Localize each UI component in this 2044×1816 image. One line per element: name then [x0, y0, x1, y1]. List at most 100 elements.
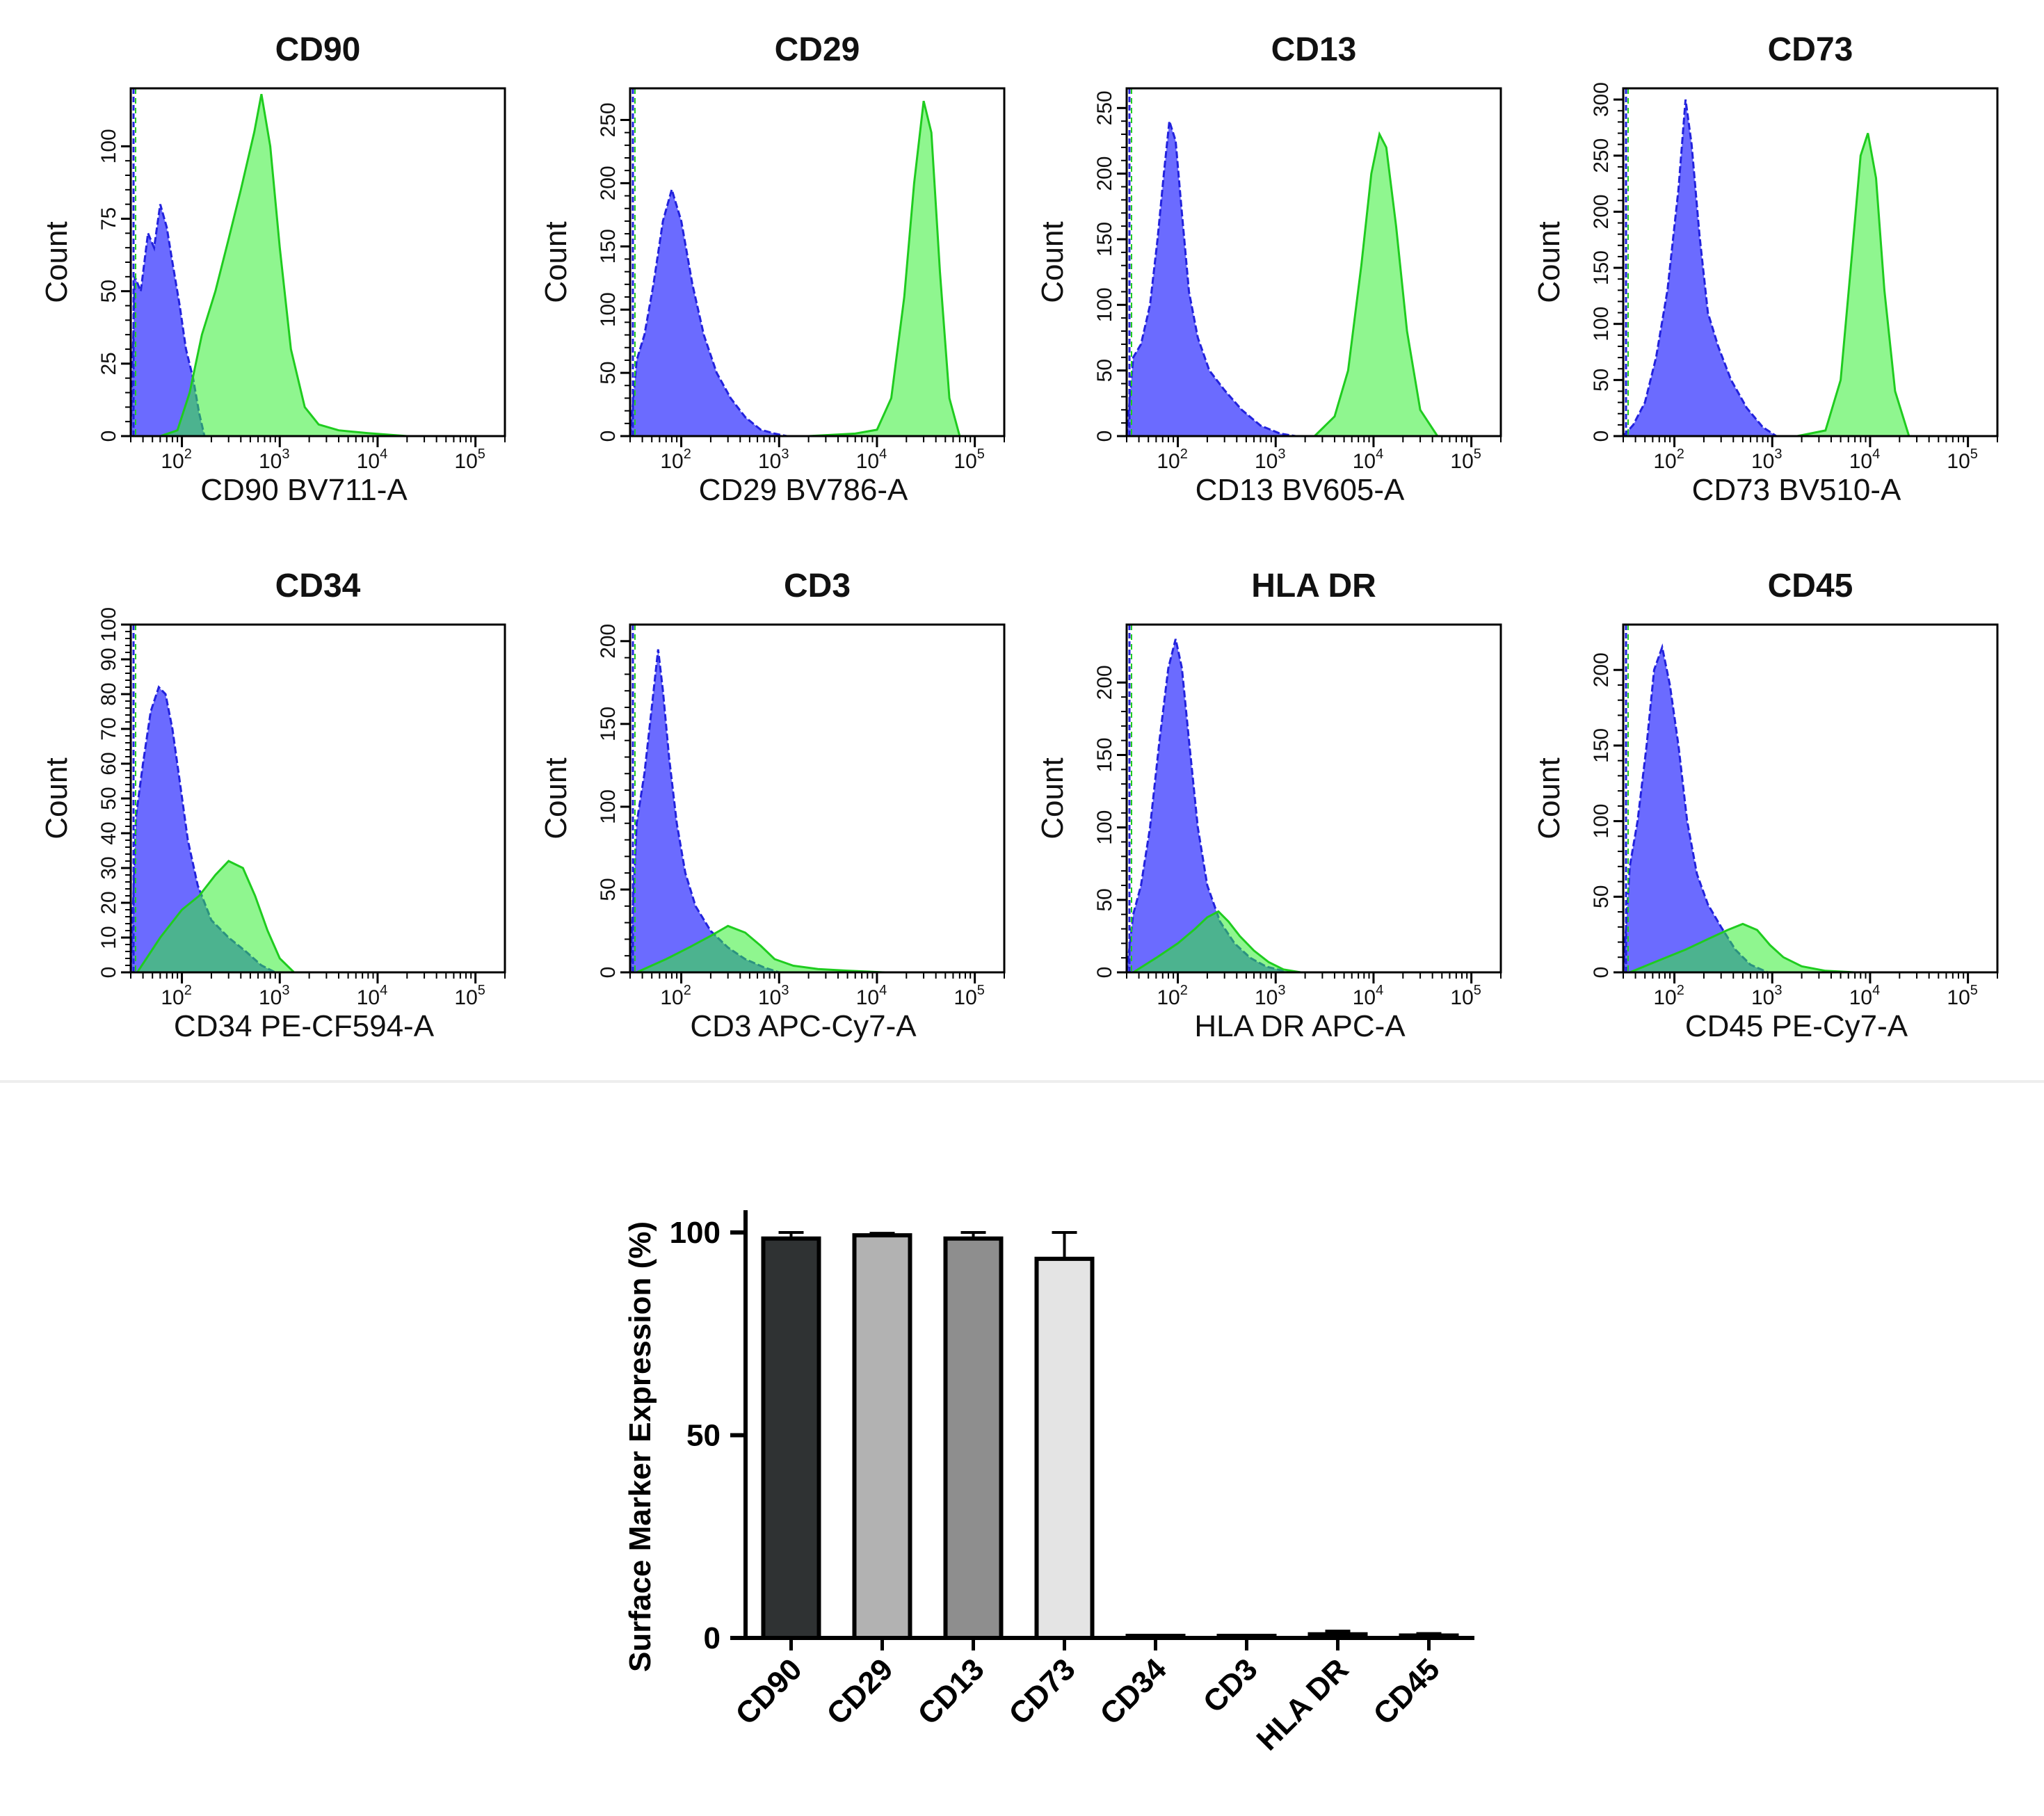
y-tick-label-cd34-10: 10: [97, 926, 120, 949]
y-tick-label-cd3-100: 100: [597, 789, 620, 824]
y-axis-label-cd45: Count: [1532, 757, 1566, 839]
y-tick-label-cd45-0: 0: [1590, 967, 1613, 979]
x-tick-label-cd73-100000: 105: [1947, 447, 1978, 473]
x-tick-label-cd13-1000: 103: [1255, 447, 1286, 473]
x-tick-label-cd34-10000: 104: [357, 983, 388, 1009]
y-tick-label-cd34-70: 70: [97, 717, 120, 740]
x-tick-label-hla-dr-10000: 104: [1353, 983, 1384, 1009]
bar-hla-dr: [1307, 1632, 1368, 1640]
y-tick-label-cd29-200: 200: [597, 166, 620, 200]
y-tick-label-cd45-100: 100: [1590, 804, 1613, 839]
y-tick-label-hla-dr-0: 0: [1093, 967, 1116, 979]
bar-y-tick-label-0: 0: [704, 1621, 721, 1655]
x-axis-label-cd73: CD73 BV510-A: [1692, 473, 1901, 507]
bar-x-tick-label-cd73: CD73: [1002, 1652, 1081, 1731]
y-tick-label-cd34-80: 80: [97, 682, 120, 705]
plot-frame-cd3: [629, 623, 1006, 974]
x-tick-exp-cd13: 2: [1180, 447, 1188, 462]
y-tick-label-cd29-0: 0: [597, 431, 620, 442]
x-axis-label-hla-dr: HLA DR APC-A: [1194, 1009, 1406, 1043]
y-tick-label-cd90-0: 0: [97, 431, 120, 442]
y-tick-label-cd90-75: 75: [97, 207, 120, 230]
x-tick-exp-cd3: 4: [879, 983, 887, 998]
x-tick-exp-cd29: 5: [977, 447, 985, 462]
x-tick-label-cd45-10000: 104: [1849, 983, 1881, 1009]
y-tick-label-hla-dr-50: 50: [1093, 888, 1116, 911]
x-tick-exp-cd90: 3: [282, 447, 289, 462]
x-tick-label-cd73-10000: 104: [1849, 447, 1881, 473]
bar-y-tick-label-100: 100: [670, 1216, 721, 1250]
y-tick-label-cd73-50: 50: [1590, 369, 1613, 392]
x-tick-exp-hla-dr: 4: [1376, 983, 1383, 998]
bar-cd45: [1399, 1633, 1459, 1640]
x-tick-label-cd13-100000: 105: [1450, 447, 1481, 473]
histogram-cd29: CD29 0 50 100 150 200 250 102 103 104 105 CD29 BV78…: [539, 31, 1006, 507]
y-tick-label-cd13-150: 150: [1093, 222, 1116, 257]
y-tick-label-cd45-150: 150: [1590, 728, 1613, 763]
x-tick-exp-cd3: 5: [977, 983, 985, 998]
y-tick-label-cd73-100: 100: [1590, 307, 1613, 341]
y-tick-label-cd90-50: 50: [97, 280, 120, 303]
bar-x-tick-label-cd45: CD45: [1367, 1652, 1446, 1731]
y-tick-label-cd13-50: 50: [1093, 359, 1116, 382]
x-tick-label-cd90-100: 102: [161, 447, 192, 473]
y-tick-label-cd45-200: 200: [1590, 652, 1613, 687]
x-tick-label-cd34-100: 102: [161, 983, 192, 1009]
y-tick-label-cd73-250: 250: [1590, 138, 1613, 173]
x-tick-exp-cd90: 2: [184, 447, 192, 462]
bar-x-tick-label-cd34: CD34: [1093, 1652, 1173, 1732]
x-tick-exp-cd45: 2: [1677, 983, 1684, 998]
x-axis-label-cd45: CD45 PE-Cy7-A: [1685, 1009, 1908, 1043]
y-tick-label-cd34-90: 90: [97, 648, 120, 670]
bar-cd29: [852, 1233, 912, 1641]
x-tick-exp-cd13: 4: [1376, 447, 1383, 462]
histogram-cd45: CD45 0 50 100 150 200 102 103 104 105 CD45 PE-Cy7-…: [1532, 568, 1999, 1043]
y-tick-label-cd34-50: 50: [97, 787, 120, 810]
x-axis-label-cd3: CD3 APC-Cy7-A: [690, 1009, 917, 1043]
y-tick-label-cd13-100: 100: [1093, 287, 1116, 322]
x-tick-label-cd34-1000: 103: [259, 983, 290, 1009]
x-tick-label-cd73-100: 102: [1653, 447, 1684, 473]
x-axis-label-cd29: CD29 BV786-A: [699, 473, 908, 507]
y-tick-label-cd29-150: 150: [597, 229, 620, 264]
y-tick-label-cd3-0: 0: [597, 967, 620, 979]
x-tick-exp-cd90: 5: [478, 447, 485, 462]
y-tick-label-cd34-20: 20: [97, 891, 120, 914]
series-marker-cd45: [1629, 922, 1856, 974]
panel-title-cd73: CD73: [1768, 31, 1853, 68]
y-axis-label-cd3: Count: [539, 757, 573, 839]
plot-frame-cd73: [1622, 87, 1999, 437]
y-axis-label-cd29: Count: [539, 221, 573, 303]
x-tick-label-cd90-10000: 104: [357, 447, 388, 473]
x-tick-exp-cd3: 2: [684, 983, 691, 998]
y-axis-label-cd73: Count: [1532, 221, 1566, 303]
x-tick-label-cd3-100: 102: [660, 983, 691, 1009]
x-tick-exp-cd73: 4: [1872, 447, 1880, 462]
bar-x-tick-label-cd29: CD29: [820, 1652, 899, 1731]
y-tick-label-cd73-300: 300: [1590, 82, 1613, 117]
y-tick-label-hla-dr-200: 200: [1093, 665, 1116, 700]
bar-cd90: [761, 1236, 821, 1640]
bar-x-tick-label-hla-dr: HLA DR: [1250, 1652, 1355, 1757]
bar-y-axis-label: Surface Marker Expression (%): [623, 1221, 657, 1672]
x-tick-exp-cd34: 3: [282, 983, 289, 998]
x-tick-exp-hla-dr: 2: [1180, 983, 1188, 998]
x-tick-exp-cd34: 2: [184, 983, 192, 998]
histogram-cd34: CD34 0 10 20 30 40 50 60 70 80 90 100 102 103 104 105 CD…: [40, 568, 506, 1043]
y-axis-label-cd90: Count: [40, 221, 74, 303]
histogram-cd73: CD73 0 50 100 150 200 250 300 102 103 104 105 CD73 B…: [1532, 31, 1999, 507]
y-tick-label-hla-dr-150: 150: [1093, 737, 1116, 772]
histogram-hla-dr: HLA DR 0 50 100 150 200 102 103 104 105 HLA DR APC…: [1036, 568, 1502, 1043]
x-tick-label-cd29-1000: 103: [758, 447, 789, 473]
x-tick-label-cd73-1000: 103: [1751, 447, 1783, 473]
x-tick-exp-cd29: 3: [781, 447, 789, 462]
panel-title-cd3: CD3: [784, 568, 851, 604]
y-axis-label-cd13: Count: [1036, 221, 1070, 303]
panel-title-hla-dr: HLA DR: [1251, 568, 1376, 604]
y-tick-label-cd90-100: 100: [97, 129, 120, 163]
x-tick-exp-cd73: 3: [1774, 447, 1782, 462]
series-marker-cd3: [636, 924, 885, 974]
x-tick-label-cd45-100000: 105: [1947, 983, 1978, 1009]
plot-frame-cd45: [1622, 623, 1999, 974]
